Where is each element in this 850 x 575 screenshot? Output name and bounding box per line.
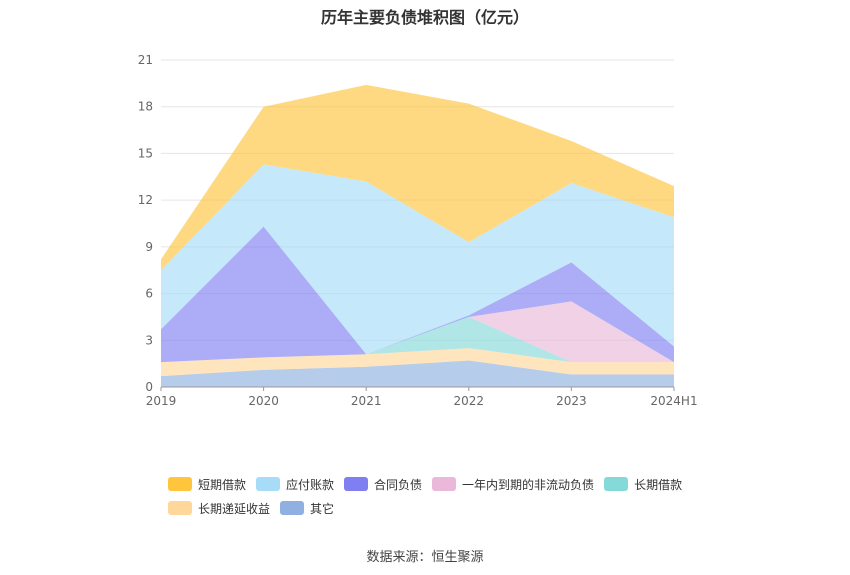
x-tick-label: 2022: [454, 394, 485, 408]
stacked-area-chart: 0 3 6 9 12 15 18 21 2019 2020 2021 2022 2023 2024H1: [138, 53, 698, 408]
legend-item[interactable]: 一年内到期的非流动负债: [432, 476, 594, 493]
y-tick-label: 12: [138, 193, 153, 207]
legend-swatch: [256, 477, 281, 491]
x-tick-label: 2023: [556, 394, 587, 408]
legend-swatch: [280, 501, 305, 515]
x-tick-label: 2024H1: [650, 394, 697, 408]
area-短期借款: [161, 84, 674, 271]
area-应付账款: [161, 164, 674, 355]
x-tick-label: 2019: [146, 394, 177, 408]
legend-swatch: [344, 477, 369, 491]
x-tick-label: 2021: [351, 394, 382, 408]
axes: 0 3 6 9 12 15 18 21 2019 2020 2021 2022 2023 2024H1: [138, 53, 698, 408]
legend-item[interactable]: 合同负债: [344, 476, 422, 493]
legend-item[interactable]: 其它: [280, 500, 334, 517]
area-其它: [161, 360, 674, 387]
legend: 短期借款 应付账款 合同负债 一年内到期的非流动负债 长期借款 长期递延收益 其它: [168, 472, 728, 520]
legend-label: 短期借款: [198, 477, 247, 492]
source-note: 数据来源：恒生聚源: [366, 550, 484, 565]
x-tick-label: 2020: [248, 394, 279, 408]
area-series: [161, 84, 674, 387]
chart-title: 历年主要负债堆积图（亿元）: [320, 8, 529, 27]
legend-label: 应付账款: [286, 477, 335, 492]
area-长期递延收益: [161, 348, 674, 377]
legend-item[interactable]: 应付账款: [256, 476, 334, 493]
legend-label: 长期借款: [634, 477, 683, 492]
legend-row-1: 短期借款 应付账款 合同负债 一年内到期的非流动负债 长期借款: [168, 472, 728, 496]
legend-swatch: [432, 477, 457, 491]
legend-item[interactable]: 长期借款: [604, 476, 682, 493]
y-tick-label: 9: [145, 240, 153, 254]
legend-item[interactable]: 长期递延收益: [168, 500, 270, 517]
y-tick-label: 3: [145, 333, 153, 347]
legend-item[interactable]: 短期借款: [168, 476, 246, 493]
y-tick-label: 6: [145, 287, 153, 301]
y-tick-label: 21: [138, 53, 153, 67]
legend-label: 其它: [310, 501, 335, 516]
y-tick-label: 15: [138, 146, 153, 160]
y-tick-label: 0: [145, 380, 153, 394]
legend-row-2: 长期递延收益 其它: [168, 496, 728, 520]
legend-label: 长期递延收益: [198, 501, 271, 516]
legend-swatch: [604, 477, 629, 491]
area-一年内到期的非流动负债: [161, 301, 674, 363]
area-合同负债: [161, 226, 674, 363]
legend-swatch: [168, 501, 192, 515]
legend-label: 合同负债: [374, 477, 423, 492]
y-tick-label: 18: [138, 100, 153, 114]
legend-swatch: [168, 477, 192, 491]
legend-label: 一年内到期的非流动负债: [462, 477, 595, 492]
area-长期借款: [161, 316, 674, 363]
